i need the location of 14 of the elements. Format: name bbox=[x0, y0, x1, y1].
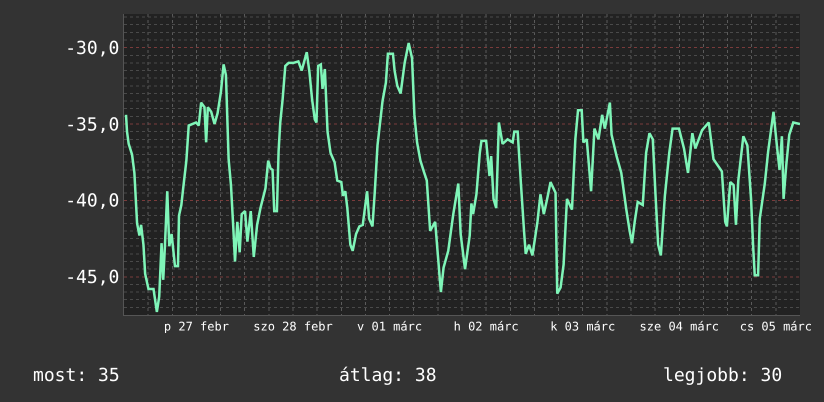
y-tick-label: -35,0 bbox=[65, 114, 120, 136]
x-tick-label: sze 04 márc bbox=[640, 319, 720, 334]
x-tick-label: v 01 márc bbox=[357, 319, 422, 334]
x-tick-label: cs 05 márc bbox=[740, 319, 812, 334]
x-tick-label: szo 28 febr bbox=[253, 319, 333, 334]
y-tick-label: -40,0 bbox=[65, 190, 120, 212]
y-tick-label: -30,0 bbox=[65, 38, 120, 59]
text: legjobb: 30 bbox=[663, 365, 782, 386]
x-tick-label: k 03 márc bbox=[550, 319, 616, 334]
x-tick-label: h 02 márc bbox=[454, 319, 519, 334]
x-tick-label: p 27 febr bbox=[164, 319, 229, 334]
text: átlag: 38 bbox=[339, 365, 437, 386]
y-tick-label: -45,0 bbox=[65, 267, 120, 288]
text: most: 35 bbox=[33, 365, 120, 386]
